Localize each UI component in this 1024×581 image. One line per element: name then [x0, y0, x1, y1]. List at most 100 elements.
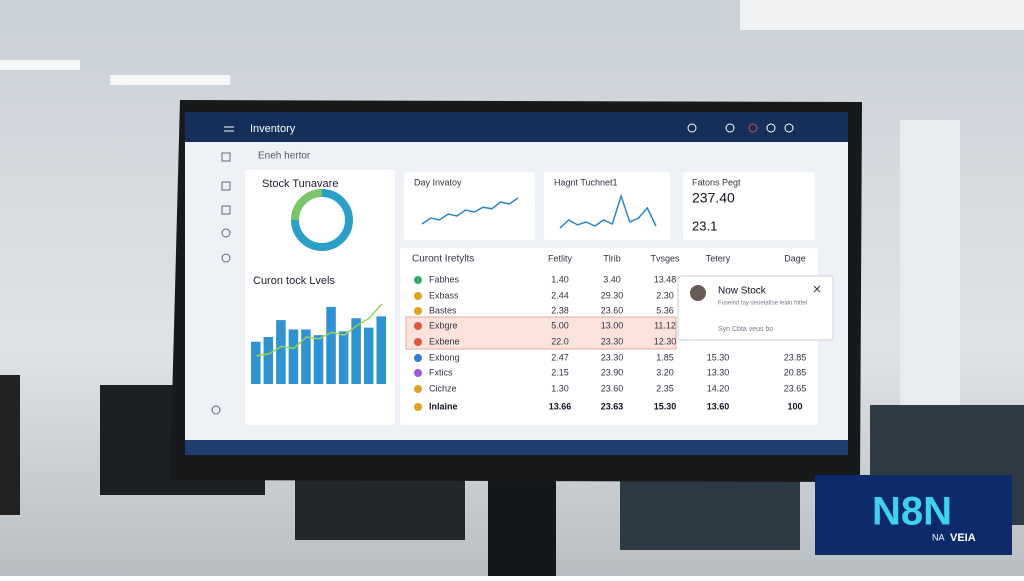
bar: [363, 327, 374, 384]
line: [559, 193, 657, 229]
row-dot: [414, 385, 422, 393]
bar: [376, 316, 386, 384]
cell: 23.30: [601, 336, 624, 346]
popup-action[interactable]: Syn Cbta veus bo: [718, 326, 773, 333]
row-dot: [414, 354, 422, 362]
bg-monitor: [620, 480, 800, 550]
pillar: [900, 120, 960, 420]
cell: 100: [787, 401, 802, 411]
cell: 5.00: [551, 320, 569, 330]
cell: 15.30: [707, 352, 730, 362]
app-title[interactable]: Inventory: [250, 123, 296, 135]
cell: 23.90: [601, 367, 624, 377]
cell: 23.60: [601, 383, 624, 393]
cell: 14.20: [707, 383, 730, 393]
row-dot: [414, 369, 422, 377]
cell: 1.85: [656, 352, 674, 362]
row-dot: [414, 338, 422, 346]
cell: 11.12: [654, 320, 676, 330]
row-name: Exbong: [429, 352, 460, 362]
popup-title: Now Stock: [718, 286, 767, 297]
row-name: Exbene: [429, 336, 460, 346]
cell: 1.30: [551, 383, 569, 393]
row-dot: [414, 403, 422, 411]
logo-box: [815, 475, 1012, 555]
bar: [251, 341, 261, 384]
card: [245, 170, 395, 425]
card-title: Day Invatoy: [414, 177, 462, 187]
donut-segment: [291, 189, 323, 221]
row-name: Exbass: [429, 290, 459, 300]
kpi-value: 237.40: [692, 190, 735, 206]
logo-text: N8N: [872, 490, 952, 534]
popup-close[interactable]: [813, 285, 821, 293]
bar: [326, 306, 336, 384]
search[interactable]: Eneh hertor: [258, 151, 311, 162]
bar: [313, 335, 324, 384]
row-dot: [414, 307, 422, 315]
cell: 13.60: [707, 401, 730, 411]
popup: [677, 275, 834, 341]
row-dot: [414, 276, 422, 284]
bg-monitor: [0, 375, 20, 515]
column-header: Fetlity: [548, 253, 573, 263]
cell: 2.30: [656, 290, 674, 300]
row-name: Inlaine: [429, 401, 458, 411]
table-title: Curont Iretylts: [412, 254, 474, 265]
bar: [338, 331, 349, 384]
bar: [276, 320, 286, 384]
cell: 3.20: [656, 367, 674, 377]
cell: 13.00: [601, 320, 624, 330]
cell: 1.40: [551, 274, 569, 284]
card-title: Stock Tunavare: [262, 178, 338, 190]
bar: [351, 318, 361, 384]
column-header: Tvsges: [650, 253, 680, 263]
row-name: Exbgre: [429, 320, 458, 330]
line: [256, 303, 383, 357]
alert-rows: [405, 316, 677, 350]
cell: 2.35: [656, 383, 674, 393]
header-icons[interactable]: [687, 123, 794, 133]
sidebar-icons[interactable]: [211, 152, 231, 415]
cell: 22.0: [551, 336, 569, 346]
card-title: Hagnt Tuchnet1: [554, 177, 618, 187]
card-title: Curon tock Lvels: [253, 275, 335, 287]
menu-icon[interactable]: [224, 126, 234, 132]
cell: 23.30: [601, 352, 624, 362]
cell: 23.65: [784, 383, 807, 393]
cell: 13.66: [549, 401, 572, 411]
cell: 2.38: [551, 305, 569, 315]
card-title: Fatons Pegt: [692, 177, 741, 187]
column-header: Tlrib: [603, 253, 621, 263]
ceiling-light: [740, 0, 1024, 30]
bar: [263, 337, 274, 384]
bar: [288, 329, 299, 384]
cell: 23.85: [784, 352, 807, 362]
screen-bottom: [185, 440, 848, 455]
cell: 23.63: [601, 401, 624, 411]
stand: [488, 478, 556, 576]
ceiling-light: [110, 75, 230, 85]
bar: [301, 329, 311, 384]
logo-sub: VEIA: [950, 532, 976, 544]
cell: 2.47: [551, 352, 569, 362]
avatar: [690, 285, 706, 301]
ceiling-light: [0, 60, 80, 70]
cell: 2.44: [551, 290, 569, 300]
cell: 29.30: [601, 290, 624, 300]
cell: 15.30: [654, 401, 677, 411]
cell: 12.30: [654, 336, 677, 346]
kpi-subvalue: 23.1: [692, 218, 717, 233]
row-dot: [414, 322, 422, 330]
cell: 2.15: [551, 367, 569, 377]
cell: 5.36: [656, 305, 674, 315]
row-name: Fxtics: [429, 367, 453, 377]
row-name: Fabhes: [429, 274, 460, 284]
card: [404, 172, 535, 240]
cell: 13.48: [654, 274, 677, 284]
row-name: Bastes: [429, 305, 457, 315]
row-dot: [414, 292, 422, 300]
popup-text: Fuseind tay seoetaltse lealo fottel: [718, 301, 807, 307]
column-header: Dage: [784, 253, 806, 263]
